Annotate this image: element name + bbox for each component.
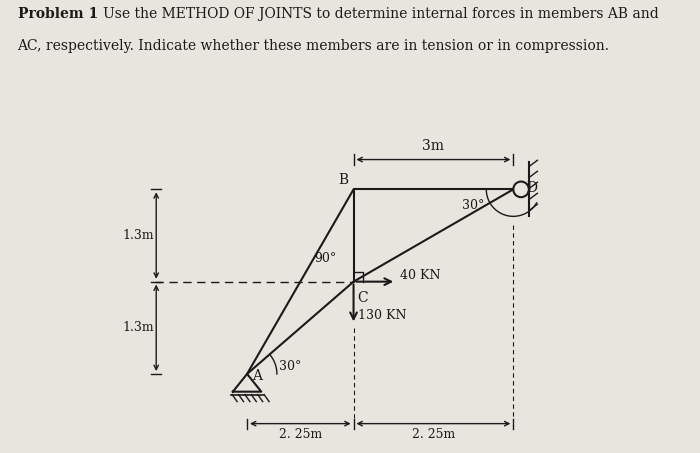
Text: B: B [338,173,348,188]
Text: .  Use the METHOD OF JOINTS to determine internal forces in members AB and: . Use the METHOD OF JOINTS to determine … [90,7,659,21]
Text: 40 KN: 40 KN [400,269,440,282]
Text: 3m: 3m [422,139,444,153]
Text: Problem 1: Problem 1 [18,7,98,21]
Text: 1.3m: 1.3m [122,229,154,242]
Text: 2. 25m: 2. 25m [412,428,455,441]
Text: 90°: 90° [314,252,337,265]
Text: 2. 25m: 2. 25m [279,428,322,441]
Text: AC, respectively. Indicate whether these members are in tension or in compressio: AC, respectively. Indicate whether these… [18,39,610,53]
Text: A: A [252,369,262,383]
Text: D: D [526,181,537,195]
Text: 30°: 30° [462,199,484,212]
Text: C: C [357,290,368,304]
Text: 30°: 30° [279,360,302,373]
Text: 130 KN: 130 KN [358,308,406,322]
Text: 1.3m: 1.3m [122,321,154,334]
